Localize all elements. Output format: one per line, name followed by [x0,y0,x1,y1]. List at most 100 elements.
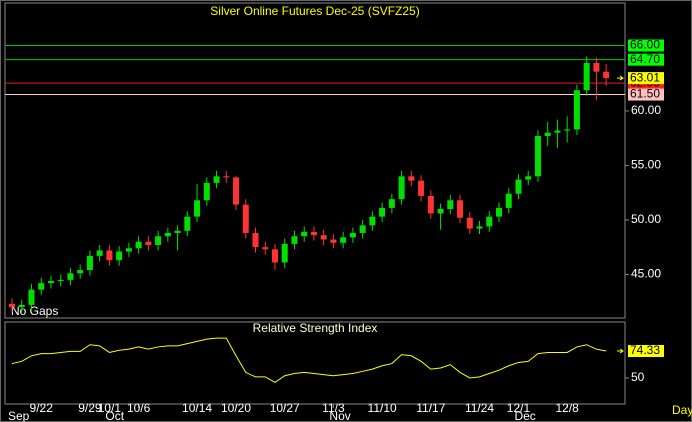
candle-body [242,204,249,233]
last-value-label: 74.33 [630,343,660,357]
candle-body [164,232,171,237]
candle-body [233,177,240,205]
candle-body [457,200,464,218]
x-tick-label: 10/14 [182,401,212,415]
last-value-arrow [617,348,624,354]
rsi-title: Relative Strength Index [253,321,378,335]
last-price-bg [628,72,664,85]
candle-body [203,182,210,201]
candle-body [301,231,308,237]
candle-body [573,90,580,130]
candle-body [515,179,522,194]
y-tick-label: 60.00 [631,103,661,117]
level-label-bg [628,39,664,52]
x-axis-label: Day [672,403,692,417]
month-label: Sep [8,409,30,422]
candle-body [466,217,473,229]
month-label: Nov [329,409,350,422]
candle-body [418,180,425,196]
candle-body [67,273,74,280]
x-tick-label: 9/29 [78,401,102,415]
candle-body [184,216,191,231]
x-tick-label: 10/1 [98,401,122,415]
level-label: 66.00 [630,38,660,52]
candle-body [340,237,347,243]
candle-body [28,289,35,305]
candle-body [18,304,25,308]
candle-body [86,255,93,271]
candle-body [77,270,84,274]
candle-body [47,280,54,284]
x-tick-label: 9/22 [30,401,54,415]
candle-body [57,279,64,281]
candle-body [9,303,15,308]
candle-body [252,232,259,248]
candle-body [155,236,162,245]
candle-body [262,247,269,250]
candle-body [476,226,483,229]
rsi-panel [4,321,626,405]
x-tick-label: 12/1 [507,401,531,415]
x-tick-label: 10/27 [270,401,300,415]
candle-body [505,193,512,208]
x-tick-label: 10/20 [221,401,251,415]
candle-body [369,216,376,226]
y-tick-label: 50.00 [631,212,661,226]
candle-body [583,62,590,91]
chart-title: Silver Online Futures Dec-25 (SVFZ25) [210,4,419,18]
level-label-bg [628,88,664,101]
annotation: No Gaps [11,304,58,318]
candle-body [281,243,288,263]
candle-body [145,241,152,245]
candle-body [564,129,571,131]
candle-body [271,249,278,263]
candle-body [408,176,415,181]
candle-body [486,216,493,227]
candle-body [320,235,327,240]
candle-body [106,250,113,261]
candle-body [534,135,541,177]
x-tick-label: 11/3 [322,401,345,415]
last-value-bg [628,344,664,357]
candle-body [310,231,317,236]
level-label-bg [628,53,664,66]
candle-body [223,176,230,178]
candle-body [398,176,405,200]
candle-body [603,71,610,79]
level-label: 61.50 [630,87,660,101]
candle-body [496,207,502,217]
price-panel [4,2,626,319]
month-label: Dec [514,409,535,422]
candle-body [174,230,181,233]
candle-body [125,248,132,252]
last-price-arrow [617,75,624,81]
y-tick-label: 45.00 [631,267,661,281]
rsi-line [11,337,607,383]
x-tick-label: 12/8 [556,401,580,415]
candle-body [388,199,395,208]
candle-body [194,200,201,217]
candle-body [427,195,434,214]
candle-body [437,209,444,214]
candle-body [38,283,45,290]
candle-body [330,239,337,243]
x-tick-label: 11/10 [368,401,397,415]
last-price-label: 63.01 [630,70,660,84]
x-tick-label: 11/24 [465,401,494,415]
candle-body [379,207,386,217]
candle-body [544,132,551,136]
level-label: 64.70 [630,52,660,66]
y-tick-label: 55.00 [631,158,661,172]
month-label: Oct [105,409,124,422]
x-tick-label: 11/17 [416,401,445,415]
y-tick-label: 50 [631,370,645,384]
candle-body [593,62,600,72]
candle-body [525,176,532,180]
x-tick-label: 10/6 [127,401,151,415]
candle-body [554,130,561,133]
candle-body [359,225,366,233]
candle-body [135,241,142,249]
candle-body [349,232,356,238]
